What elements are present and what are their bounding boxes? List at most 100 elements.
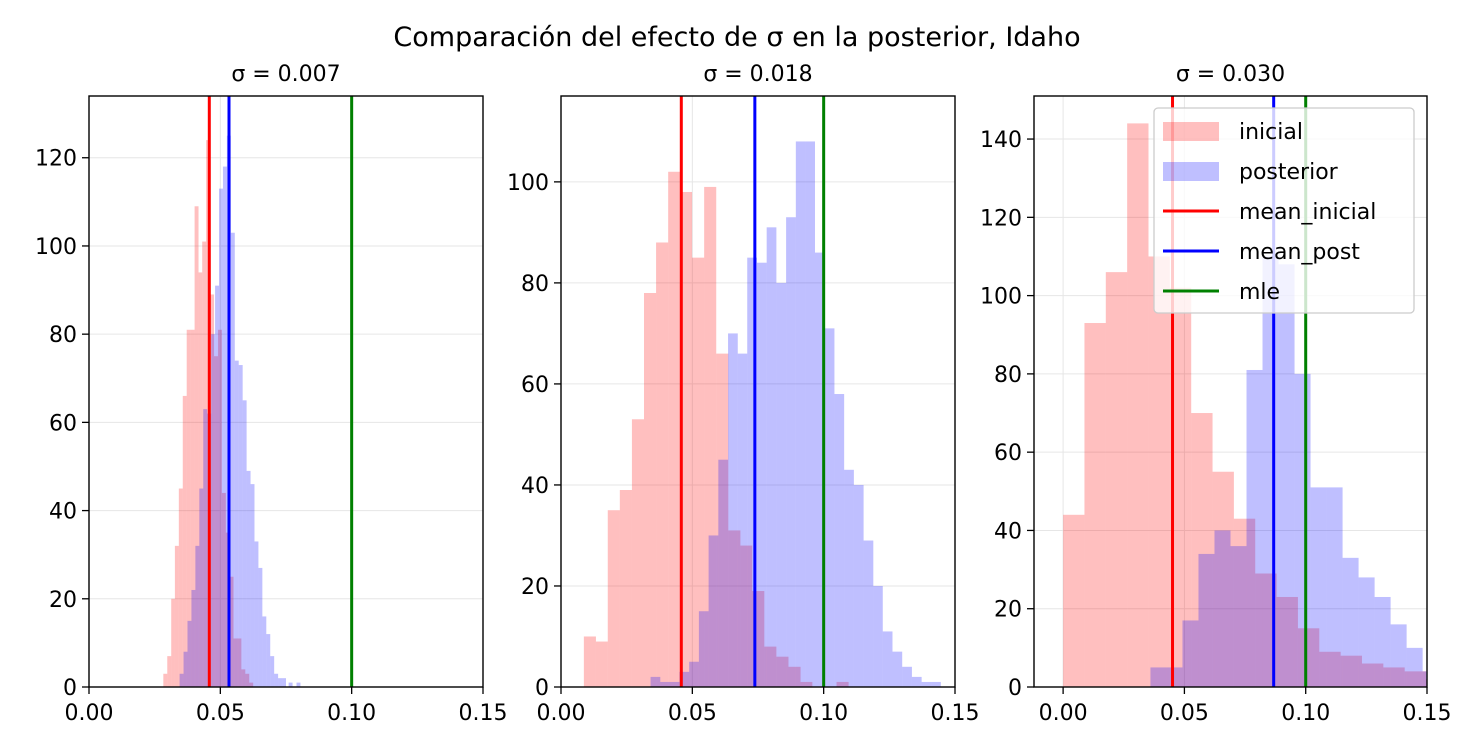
histogram-bar (254, 541, 259, 687)
histogram-bar (692, 257, 705, 687)
histogram-bar (1148, 256, 1170, 687)
y-tick-label: 100 (980, 285, 1022, 310)
histogram-bar (179, 673, 184, 687)
axes-frame (88, 95, 484, 688)
histogram-bar (1063, 514, 1085, 687)
histogram-bar (644, 293, 657, 687)
histogram-bar (249, 682, 254, 687)
histogram-bar (230, 232, 235, 687)
histogram-bar (1255, 573, 1277, 687)
histogram-bar (704, 186, 717, 687)
histogram-bar (214, 356, 218, 687)
histogram-bar (764, 646, 777, 687)
y-tick-label: 60 (521, 373, 549, 398)
histogram-bar (766, 227, 777, 687)
histogram-bar (282, 678, 286, 687)
histogram-bar (229, 576, 234, 687)
histogram-bar (171, 598, 175, 687)
histogram-bar (1191, 413, 1213, 687)
histogram-bar (824, 328, 835, 687)
chart-panel-2: 0.00 0.05 0.10 0.15 0 20 40 60 80 100 σ = 0.018 (507, 62, 979, 726)
histogram-bar (740, 545, 753, 687)
histogram-bar (1276, 596, 1298, 687)
histogram-bar (250, 484, 255, 687)
histogram-bar (1319, 651, 1341, 687)
legend-frame (1153, 107, 1415, 314)
histogram-bar (242, 400, 247, 687)
histogram-bar (737, 353, 748, 687)
y-tick-label: 140 (980, 128, 1022, 153)
histogram-bar (1262, 256, 1279, 687)
histogram-bar (1404, 671, 1427, 687)
histogram-bar (882, 631, 893, 687)
histogram-bar (270, 656, 275, 687)
histogram-bar (1084, 323, 1106, 687)
histogram-bar (1198, 553, 1215, 687)
histogram-bar (167, 656, 172, 687)
histogram-bar (238, 365, 243, 687)
histogram-bar (844, 469, 854, 687)
histogram-bar (1169, 287, 1192, 687)
histogram-bar (689, 661, 699, 687)
x-tick-label: 0.05 (668, 701, 717, 726)
y-tick-label: 120 (980, 206, 1022, 231)
histogram-bar (863, 540, 874, 687)
histogram-bar (1383, 667, 1405, 687)
y-tick-label: 20 (49, 588, 77, 613)
y-tick-label: 40 (994, 519, 1022, 544)
histogram-bar (1230, 546, 1247, 687)
legend-label-posterior: posterior (1239, 160, 1339, 185)
histogram-bar (183, 651, 188, 687)
axes-frame (560, 95, 956, 688)
histogram-bar (853, 484, 864, 687)
histogram-bar (1310, 487, 1327, 687)
x-tick-label: 0.15 (459, 701, 508, 726)
histogram-bar (278, 678, 283, 687)
histogram-bar (266, 634, 271, 687)
histogram-bar (246, 470, 251, 687)
histogram-bar (174, 545, 179, 687)
histogram-bar (222, 166, 227, 687)
legend-label-mle: mle (1239, 280, 1280, 305)
histogram-bar (163, 673, 168, 687)
y-tick-label: 100 (35, 235, 77, 260)
histogram-bar (1374, 596, 1391, 687)
y-tick-label: 60 (994, 441, 1022, 466)
histogram-bar (199, 488, 204, 687)
histogram-bar (219, 188, 223, 687)
x-tick-label: 0.05 (1160, 701, 1209, 726)
histogram-bar (202, 241, 207, 687)
histogram-bar (1422, 671, 1427, 687)
histogram-bar (1342, 557, 1359, 687)
histogram-bar (1447, 683, 1468, 687)
histogram-bar (747, 257, 757, 687)
histogram-bar (583, 636, 596, 687)
histogram-bar (805, 141, 815, 687)
histogram-bar (1340, 655, 1362, 687)
histogram-bar (1214, 530, 1231, 687)
histogram-bar (718, 459, 729, 687)
histogram-bar (1426, 679, 1427, 687)
histogram-bar (1390, 624, 1407, 687)
histogram-bar (203, 409, 208, 687)
histogram-bar (631, 419, 645, 687)
histogram-bar (274, 673, 279, 687)
histogram-bar (210, 294, 215, 687)
histogram-bar (728, 333, 738, 687)
histogram-bar (650, 676, 661, 687)
histogram-bar (1406, 647, 1423, 687)
histogram-bar (795, 141, 806, 687)
histogram-bar (698, 611, 709, 687)
histogram-bar (1166, 667, 1183, 687)
x-tick-label: 0.00 (537, 701, 586, 726)
histogram-bar (1105, 272, 1128, 687)
histogram-bar (836, 681, 849, 687)
panel-title: σ = 0.007 (231, 62, 340, 87)
histogram-bar (814, 252, 825, 687)
histogram-bar (1246, 369, 1263, 687)
y-tick-label: 120 (35, 147, 77, 172)
histogram-bar (221, 492, 226, 687)
y-tick-label: 100 (507, 171, 549, 196)
histogram-bar (892, 651, 903, 687)
